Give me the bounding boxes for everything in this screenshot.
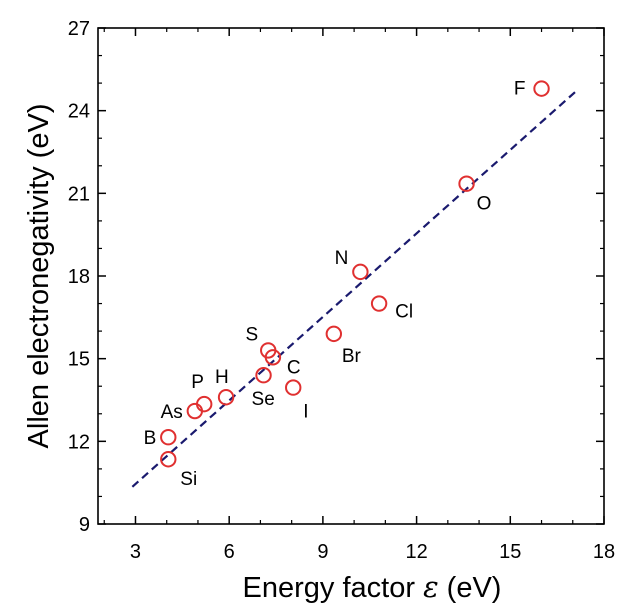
- x-tick-label: 3: [130, 541, 141, 563]
- x-tick-label: 15: [499, 541, 521, 563]
- x-tick-label: 9: [317, 541, 328, 563]
- fit-line: [131, 90, 577, 488]
- data-point-i: [285, 379, 302, 396]
- y-tick-label: 15: [68, 349, 90, 371]
- point-label-b: B: [144, 428, 157, 449]
- point-label-n: N: [335, 248, 349, 269]
- data-point-o: [458, 175, 475, 192]
- point-label-p: P: [191, 372, 204, 393]
- point-label-si: Si: [180, 469, 197, 490]
- data-point-si: [160, 451, 177, 468]
- y-tick-label: 27: [68, 18, 90, 40]
- axis-ticks: [98, 27, 605, 525]
- data-point-as: [186, 402, 204, 420]
- x-axis-title: Energy factor ε (eV): [243, 570, 502, 604]
- data-point-b: [160, 429, 177, 446]
- point-label-h: H: [215, 367, 229, 388]
- point-label-cl: Cl: [395, 302, 413, 323]
- point-label-c: C: [287, 357, 301, 378]
- data-points: [160, 80, 550, 468]
- x-tick-label: 12: [405, 541, 427, 563]
- point-labels: F O N Cl Br S C Se I HP AsB Si: [144, 79, 526, 491]
- tick-labels: 3 6 9 12 15 18 9 12 15 18 21 24 27: [68, 18, 615, 563]
- point-label-br: Br: [342, 346, 362, 367]
- x-axis-title-unit: (eV): [439, 572, 502, 604]
- y-axis-title: Allen electronegativity (eV): [23, 104, 55, 449]
- x-tick-label: 6: [224, 541, 235, 563]
- data-point-cl: [370, 295, 388, 312]
- x-tick-label: 18: [593, 541, 615, 563]
- y-tick-label: 21: [68, 183, 90, 205]
- y-tick-label: 18: [68, 266, 90, 288]
- point-label-i: I: [303, 402, 308, 423]
- point-label-f: F: [514, 79, 526, 100]
- point-label-s: S: [246, 324, 259, 345]
- point-label-se: Se: [252, 389, 275, 410]
- data-point-c: [264, 349, 282, 366]
- y-tick-label: 12: [68, 431, 90, 453]
- data-point-br: [325, 325, 343, 343]
- data-point-n: [352, 263, 369, 281]
- data-point-h: [217, 389, 235, 406]
- data-point-f: [533, 80, 550, 97]
- point-label-as: As: [161, 402, 183, 423]
- data-point-se: [255, 367, 272, 384]
- point-label-o: O: [477, 194, 492, 215]
- x-axis-title-symbol: ε: [423, 570, 439, 604]
- y-tick-label: 24: [68, 101, 90, 123]
- x-axis-title-text: Energy factor: [243, 572, 424, 604]
- y-tick-label: 9: [79, 514, 90, 536]
